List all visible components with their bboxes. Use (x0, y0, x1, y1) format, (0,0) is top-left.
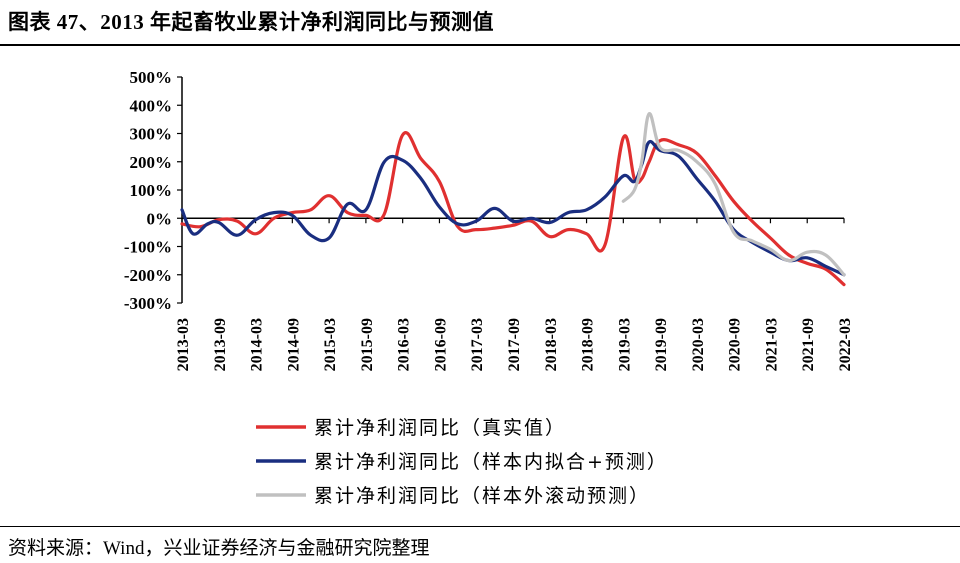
x-tick-label: 2019-09 (653, 318, 670, 371)
x-tick-label: 2015-09 (359, 318, 376, 371)
y-tick-label: -200% (124, 266, 172, 285)
x-tick-label: 2016-03 (396, 318, 413, 371)
x-tick-label: 2020-09 (727, 318, 744, 371)
series-forecast-line (621, 112, 846, 277)
y-tick-label: 300% (130, 125, 173, 144)
x-tick-label: 2013-03 (175, 318, 192, 371)
footer-rule (0, 526, 960, 527)
y-tick-label: 100% (130, 181, 173, 200)
series-real-line (180, 131, 846, 287)
legend-label: 累计净利润同比（真实值） (314, 417, 566, 439)
y-tick-label: 500% (130, 68, 173, 87)
x-axis: 2013-03 2013-09 2014-03 2014-09 2015-03 2015-… (175, 217, 854, 371)
series-lines (180, 112, 846, 287)
x-tick-label: 2018-03 (543, 318, 560, 371)
title-underline (0, 44, 960, 46)
legend-label: 累计净利润同比（样本内拟合+预测） (314, 451, 668, 473)
x-tick-label: 2019-03 (616, 318, 633, 371)
line-chart: 500% 400% 300% 200% 100% 0% -100% -200% -300% 20… (124, 68, 854, 507)
x-tick-label: 2014-09 (285, 318, 302, 371)
x-tick-label: 2022-03 (837, 318, 854, 371)
x-tick-label: 2018-09 (580, 318, 597, 371)
x-tick-label: 2017-03 (469, 318, 486, 371)
legend-item-fit: 累计净利润同比（样本内拟合+预测） (256, 451, 668, 473)
y-tick-label: -300% (124, 294, 172, 313)
y-tick-label: 200% (130, 153, 173, 172)
series-fit-line (180, 139, 846, 277)
source-note: 资料来源：Wind，兴业证券经济与金融研究院整理 (8, 538, 430, 559)
x-tick-label: 2014-03 (249, 318, 266, 371)
x-tick-label: 2017-09 (506, 318, 523, 371)
legend-label: 累计净利润同比（样本外滚动预测） (314, 485, 650, 507)
y-tick-label: -100% (124, 238, 172, 257)
legend: 累计净利润同比（真实值） 累计净利润同比（样本内拟合+预测） 累计净利润同比（样本外… (256, 417, 668, 507)
x-tick-label: 2015-03 (322, 318, 339, 371)
y-tick-label: 0% (147, 209, 173, 228)
x-tick-label: 2021-09 (800, 318, 817, 371)
chart-title: 图表 47、2013 年起畜牧业累计净利润同比与预测值 (8, 10, 494, 34)
y-tick-label: 400% (130, 96, 173, 115)
y-axis: 500% 400% 300% 200% 100% 0% -100% -200% -300% (124, 68, 183, 313)
x-tick-label: 2020-03 (690, 318, 707, 371)
x-tick-label: 2021-03 (763, 318, 780, 371)
x-tick-label: 2013-09 (212, 318, 229, 371)
legend-item-forecast: 累计净利润同比（样本外滚动预测） (256, 485, 650, 507)
x-tick-label: 2016-09 (432, 318, 449, 371)
legend-item-real: 累计净利润同比（真实值） (256, 417, 566, 439)
